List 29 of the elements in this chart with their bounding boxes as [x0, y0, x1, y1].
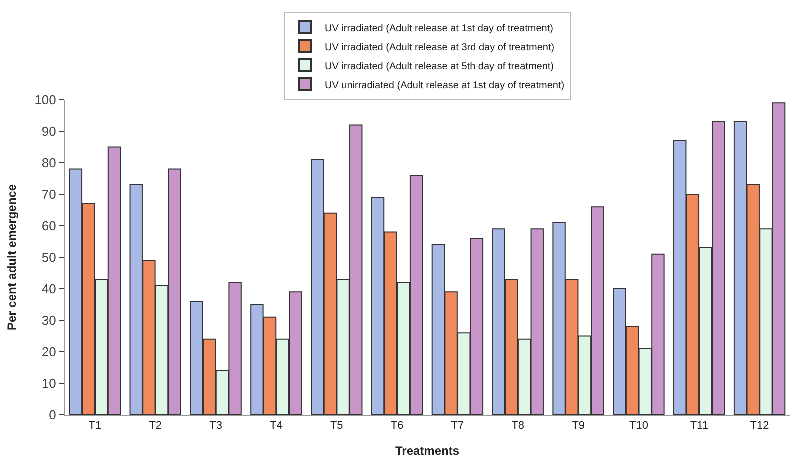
- x-tick-label: T6: [390, 420, 404, 432]
- x-tick-label: T12: [750, 420, 770, 432]
- legend-label: UV irradiated (Adult release at 3rd day of treatment): [325, 42, 555, 54]
- x-tick-label: T2: [149, 420, 162, 432]
- x-tick-label: T11: [690, 420, 708, 432]
- y-tick-label: 10: [42, 376, 56, 392]
- y-tick-label: 80: [42, 156, 56, 171]
- x-tick-label: T3: [210, 420, 222, 432]
- x-tick-label: T1: [88, 420, 102, 432]
- x-tick-label: T10: [629, 420, 648, 432]
- y-tick-label: 20: [42, 344, 56, 360]
- y-tick-label: 90: [42, 124, 56, 140]
- x-tick-label: T7: [451, 420, 464, 432]
- y-tick-label: 0: [49, 408, 56, 423]
- legend-label: UV irradiated (Adult release at 1st day of treatment): [325, 23, 554, 34]
- y-tick-label: 50: [42, 250, 56, 266]
- y-tick-label: 40: [42, 282, 56, 297]
- x-tick-label: T4: [270, 420, 283, 432]
- x-axis-title: Treatments: [395, 444, 460, 458]
- y-tick-label: 60: [42, 218, 56, 234]
- y-tick-label: 100: [34, 92, 56, 108]
- x-tick-label: T9: [572, 420, 585, 432]
- legend-label: UV irradiated (Adult release at 5th day of treatment): [325, 61, 554, 72]
- y-tick-label: 70: [42, 187, 56, 202]
- x-tick-label: T8: [512, 420, 525, 432]
- legend-label: UV unirradiated (Adult release at 1st day of treatment): [325, 80, 565, 92]
- y-tick-label: 30: [42, 313, 56, 328]
- x-tick-label: T5: [330, 420, 344, 432]
- y-axis-title: Per cent adult emergence: [4, 184, 19, 331]
